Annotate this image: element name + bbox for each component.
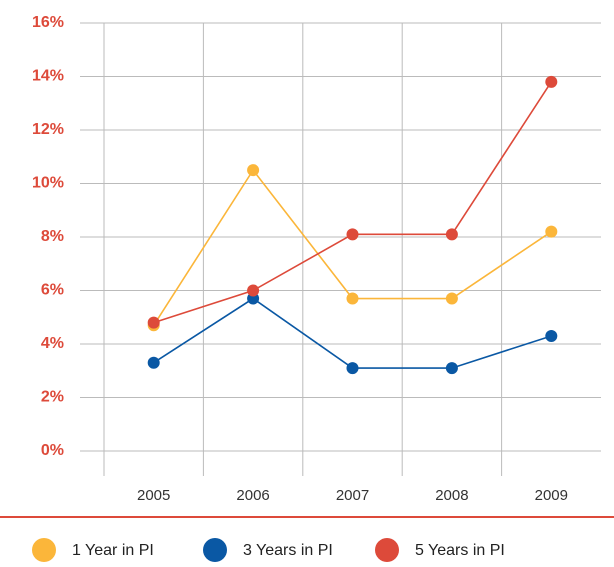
data-point xyxy=(247,284,260,297)
legend-marker xyxy=(32,538,56,562)
y-tick-label: 0% xyxy=(41,442,64,459)
x-tick-label: 2007 xyxy=(336,487,369,504)
x-tick-label: 2005 xyxy=(137,487,170,504)
data-point xyxy=(346,292,359,305)
y-tick-label: 4% xyxy=(41,335,64,352)
data-point xyxy=(545,75,558,88)
y-tick-label: 2% xyxy=(41,389,64,406)
x-tick-label: 2009 xyxy=(535,487,568,504)
y-tick-label: 12% xyxy=(32,121,64,138)
y-tick-label: 6% xyxy=(41,282,64,299)
data-point xyxy=(545,225,558,238)
x-tick-label: 2008 xyxy=(435,487,468,504)
data-point xyxy=(147,356,160,369)
legend-label: 5 Years in PI xyxy=(415,542,505,559)
series-line xyxy=(153,81,552,324)
y-tick-label: 8% xyxy=(41,228,64,245)
data-point xyxy=(346,228,359,241)
y-tick-label: 14% xyxy=(32,68,64,85)
y-tick-label: 16% xyxy=(32,14,64,31)
x-tick-label: 2006 xyxy=(236,487,269,504)
data-point xyxy=(445,292,458,305)
legend-label: 1 Year in PI xyxy=(72,542,154,559)
data-point xyxy=(346,362,359,375)
y-tick-label: 10% xyxy=(32,175,64,192)
legend-marker xyxy=(203,538,227,562)
data-point xyxy=(445,228,458,241)
data-point xyxy=(445,362,458,375)
data-point xyxy=(247,164,260,177)
legend-label: 3 Years in PI xyxy=(243,542,333,559)
legend-marker xyxy=(375,538,399,562)
series-line xyxy=(153,297,552,369)
data-point xyxy=(147,316,160,329)
data-point xyxy=(545,329,558,342)
